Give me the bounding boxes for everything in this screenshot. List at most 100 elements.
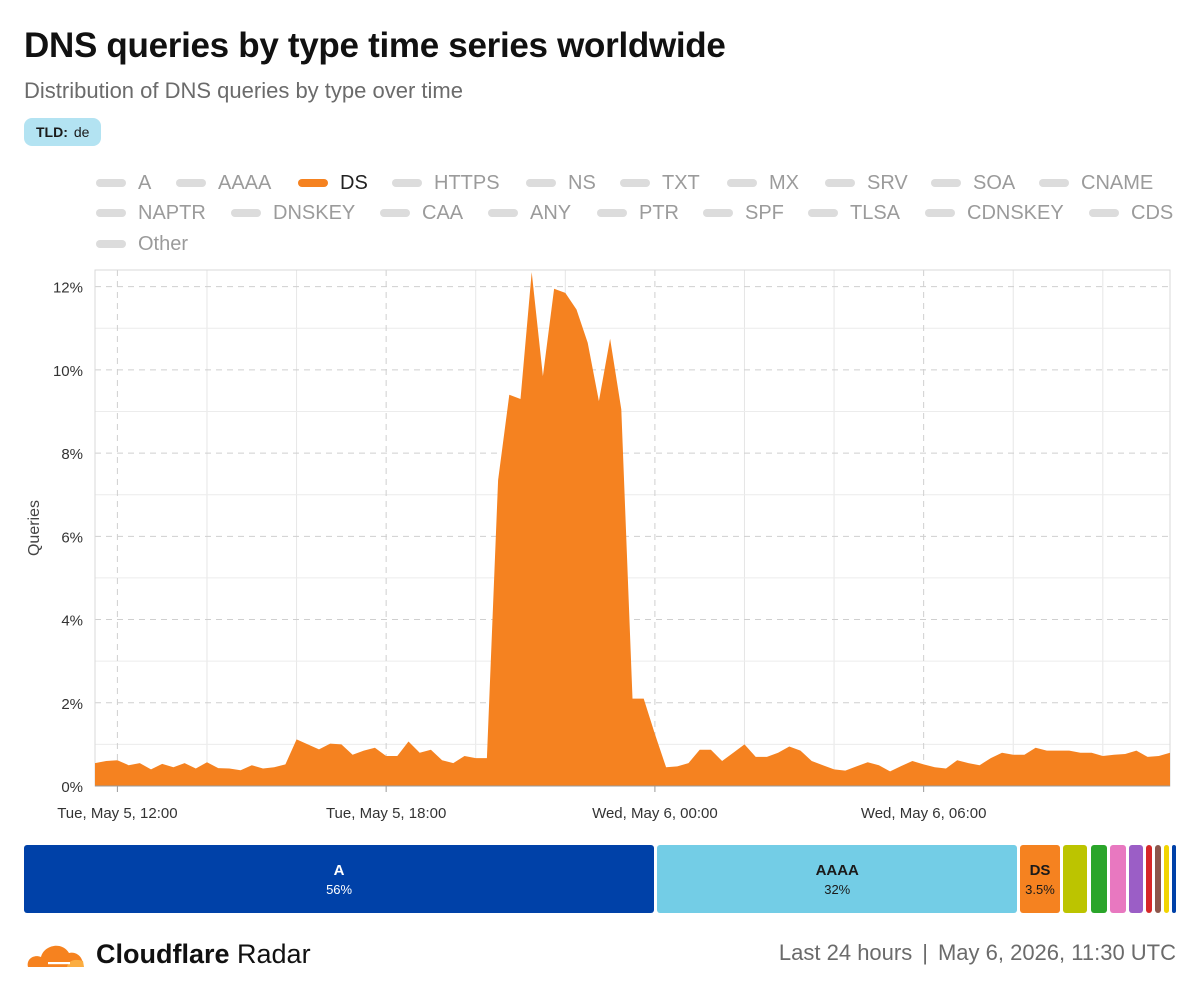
share-segment[interactable] — [1062, 845, 1088, 913]
segment-name: AAAA — [815, 862, 859, 879]
segment-percent: 56% — [326, 882, 353, 897]
legend-swatch — [1039, 179, 1069, 187]
share-segment[interactable] — [1145, 845, 1153, 913]
legend-swatch — [488, 209, 518, 217]
y-tick-label: 8% — [61, 446, 83, 463]
footer-brand: Cloudflare Radar — [24, 934, 311, 974]
tld-filter-badge[interactable]: TLD: de — [24, 118, 102, 146]
legend-swatch — [1089, 209, 1119, 217]
legend-swatch — [298, 179, 328, 187]
share-segment[interactable] — [1164, 845, 1170, 913]
x-tick-label: Wed, May 6, 06:00 — [861, 805, 987, 822]
share-segment-aaaa[interactable]: AAAA 32% — [657, 845, 1018, 913]
legend-label: SRV — [867, 171, 908, 194]
chart-legend: A AAAA DS HTTPS NS TXT MX SRV SOA CNAME NAPTR DNSKE… — [0, 0, 1200, 260]
legend-label: DS — [340, 171, 368, 194]
chart-title: DNS queries by type time series worldwid… — [24, 26, 726, 65]
filter-value: de — [73, 124, 90, 140]
legend-item-tlsa[interactable]: TLSA — [808, 201, 900, 225]
chart-subtitle: Distribution of DNS queries by type over… — [24, 78, 463, 103]
legend-item-other[interactable]: Other — [96, 232, 188, 256]
legend-label: HTTPS — [434, 171, 500, 194]
y-tick-label: 0% — [61, 779, 83, 796]
legend-item-spf[interactable]: SPF — [703, 201, 784, 225]
legend-swatch — [96, 209, 126, 217]
legend-item-a[interactable]: A — [96, 171, 151, 195]
share-segment[interactable] — [1172, 845, 1176, 913]
legend-item-ns[interactable]: NS — [526, 171, 596, 195]
legend-swatch — [925, 209, 955, 217]
legend-label: CDNSKEY — [967, 201, 1064, 224]
legend-label: ANY — [530, 201, 572, 224]
legend-item-aaaa[interactable]: AAAA — [176, 171, 271, 195]
y-axis-label: Queries — [26, 500, 43, 556]
legend-item-caa[interactable]: CAA — [380, 201, 463, 225]
series-area-ds — [95, 272, 1170, 787]
legend-swatch — [380, 209, 410, 217]
legend-item-cname[interactable]: CNAME — [1039, 171, 1153, 195]
x-tick-label: Tue, May 5, 12:00 — [57, 805, 177, 822]
share-segment[interactable] — [1129, 845, 1143, 913]
legend-swatch — [526, 179, 556, 187]
legend-item-srv[interactable]: SRV — [825, 171, 908, 195]
share-segment-ds[interactable]: DS 3.5% — [1020, 845, 1060, 913]
time-period: Last 24 hours — [778, 940, 913, 965]
legend-item-cdnskey[interactable]: CDNSKEY — [925, 201, 1064, 225]
legend-swatch — [231, 209, 261, 217]
legend-label: NAPTR — [138, 201, 206, 224]
legend-item-ds[interactable]: DS — [298, 171, 368, 195]
legend-item-naptr[interactable]: NAPTR — [96, 201, 206, 225]
ds-area-chart: 0% 2% 4% 6% 8% 10% 12% Tue, May 5, 12:00 Tue, Ma… — [26, 269, 1171, 822]
share-segment[interactable] — [1155, 845, 1161, 913]
y-tick-label: 12% — [53, 280, 83, 297]
share-segment[interactable] — [1110, 845, 1127, 913]
legend-swatch — [825, 179, 855, 187]
y-tick-label: 4% — [61, 613, 83, 630]
legend-item-any[interactable]: ANY — [488, 201, 571, 225]
legend-label: CDS — [1131, 201, 1174, 224]
legend-item-dnskey[interactable]: DNSKEY — [231, 201, 355, 225]
legend-label: TLSA — [850, 201, 901, 224]
share-segment[interactable] — [1090, 845, 1108, 913]
legend-swatch — [96, 179, 126, 187]
legend-label: A — [138, 171, 152, 194]
legend-label: MX — [769, 171, 799, 194]
legend-item-https[interactable]: HTTPS — [392, 171, 500, 195]
legend-swatch — [727, 179, 757, 187]
legend-label: SPF — [745, 201, 784, 224]
legend-label: Other — [138, 232, 189, 255]
legend-swatch — [96, 240, 126, 248]
legend-label: CAA — [422, 201, 464, 224]
legend-label: DNSKEY — [273, 201, 356, 224]
legend-item-cds[interactable]: CDS — [1089, 201, 1173, 225]
type-share-bar: A 56% AAAA 32% DS 3.5% — [24, 845, 1176, 915]
legend-item-soa[interactable]: SOA — [931, 171, 1015, 195]
brand-name-light: Radar — [237, 938, 311, 969]
legend-item-mx[interactable]: MX — [727, 171, 799, 195]
footer-meta: Last 24 hours | May 6, 2026, 11:30 UTC — [779, 940, 1176, 966]
y-tick-label: 6% — [61, 529, 83, 546]
x-tick-label: Wed, May 6, 00:00 — [592, 805, 718, 822]
legend-swatch — [620, 179, 650, 187]
legend-swatch — [931, 179, 961, 187]
legend-swatch — [703, 209, 733, 217]
legend-item-ptr[interactable]: PTR — [597, 201, 679, 225]
legend-swatch — [808, 209, 838, 217]
legend-item-txt[interactable]: TXT — [620, 171, 700, 195]
filter-key: TLD: — [36, 124, 68, 140]
y-tick-label: 10% — [53, 363, 83, 380]
legend-swatch — [597, 209, 627, 217]
legend-label: TXT — [662, 171, 700, 194]
legend-swatch — [176, 179, 206, 187]
cloudflare-logo-icon — [27, 945, 84, 967]
segment-name: A — [333, 862, 345, 879]
share-segment-a[interactable]: A 56% — [24, 845, 655, 913]
legend-label: PTR — [639, 201, 679, 224]
segment-name: DS — [1029, 862, 1051, 879]
legend-label: SOA — [973, 171, 1016, 194]
legend-label: CNAME — [1081, 171, 1154, 194]
segment-percent: 32% — [824, 882, 851, 897]
footer-separator: | — [922, 940, 928, 965]
legend-swatch — [392, 179, 422, 187]
legend-label: AAAA — [218, 171, 272, 194]
